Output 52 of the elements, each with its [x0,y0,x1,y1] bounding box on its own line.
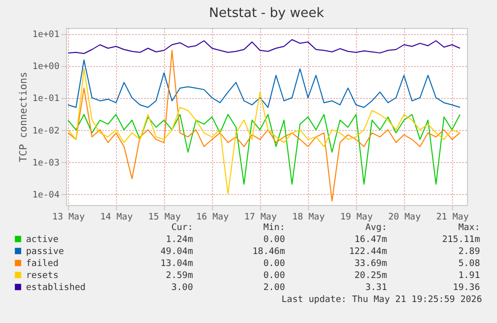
text: 2.00 [263,283,285,293]
text: 20.25m [354,271,387,281]
x-tick-label: 14 May [100,212,134,222]
line-series [68,114,460,185]
legend-label: passive [26,247,64,257]
text: 19.36 [452,283,480,293]
text: 2.59m [166,271,193,281]
x-tick-label: 15 May [148,212,182,222]
text: 122.44m [349,247,387,257]
text: Min: [263,223,285,233]
text: 2.89 [458,247,480,257]
line-series [68,68,460,194]
legend-label: established [26,283,86,293]
text: 1.91 [458,271,480,281]
x-tick-label: 17 May [244,212,278,222]
y-tick-label: 1e+00 [32,62,60,72]
x-tick-label: 18 May [292,212,326,222]
text: 16.47m [354,235,387,245]
text: 49.04m [160,247,193,257]
legend-label: failed [26,259,59,269]
text: Cur: [171,223,193,233]
text: 13.04m [160,259,193,269]
text: 0.00 [263,235,285,245]
text: 1.24m [166,235,193,245]
text: 5.08 [458,259,480,269]
x-tick-label: 13 May [52,212,86,222]
chart-title: Netstat - by week [209,6,324,21]
text: 3.31 [365,283,387,293]
line-series [68,60,460,108]
line-series [68,39,460,54]
x-tick-label: 20 May [388,212,422,222]
text: 215.11m [442,235,480,245]
text: Max: [458,223,480,233]
text: Last update: Thu May 21 19:25:59 2026 [282,295,482,305]
text: 18.46m [252,247,285,257]
x-tick-label: 19 May [340,212,374,222]
text: Avg: [365,223,387,233]
x-tick-label: 16 May [196,212,230,222]
y-axis-title: TCP connections [18,72,30,162]
y-tick-label: 1e+01 [32,30,60,40]
y-tick-label: 1e-01 [32,94,60,104]
x-tick-label: 21 May [436,212,470,222]
y-tick-label: 1e-03 [32,158,60,168]
text: 33.69m [354,259,387,269]
text: 3.00 [171,283,193,293]
text: 0.00 [263,259,285,269]
text: 0.00 [263,271,285,281]
line-series [68,50,460,202]
legend-label: active [26,235,59,245]
y-tick-label: 1e-02 [32,126,60,136]
y-tick-label: 1e-04 [32,190,60,200]
legend-label: resets [26,271,59,281]
